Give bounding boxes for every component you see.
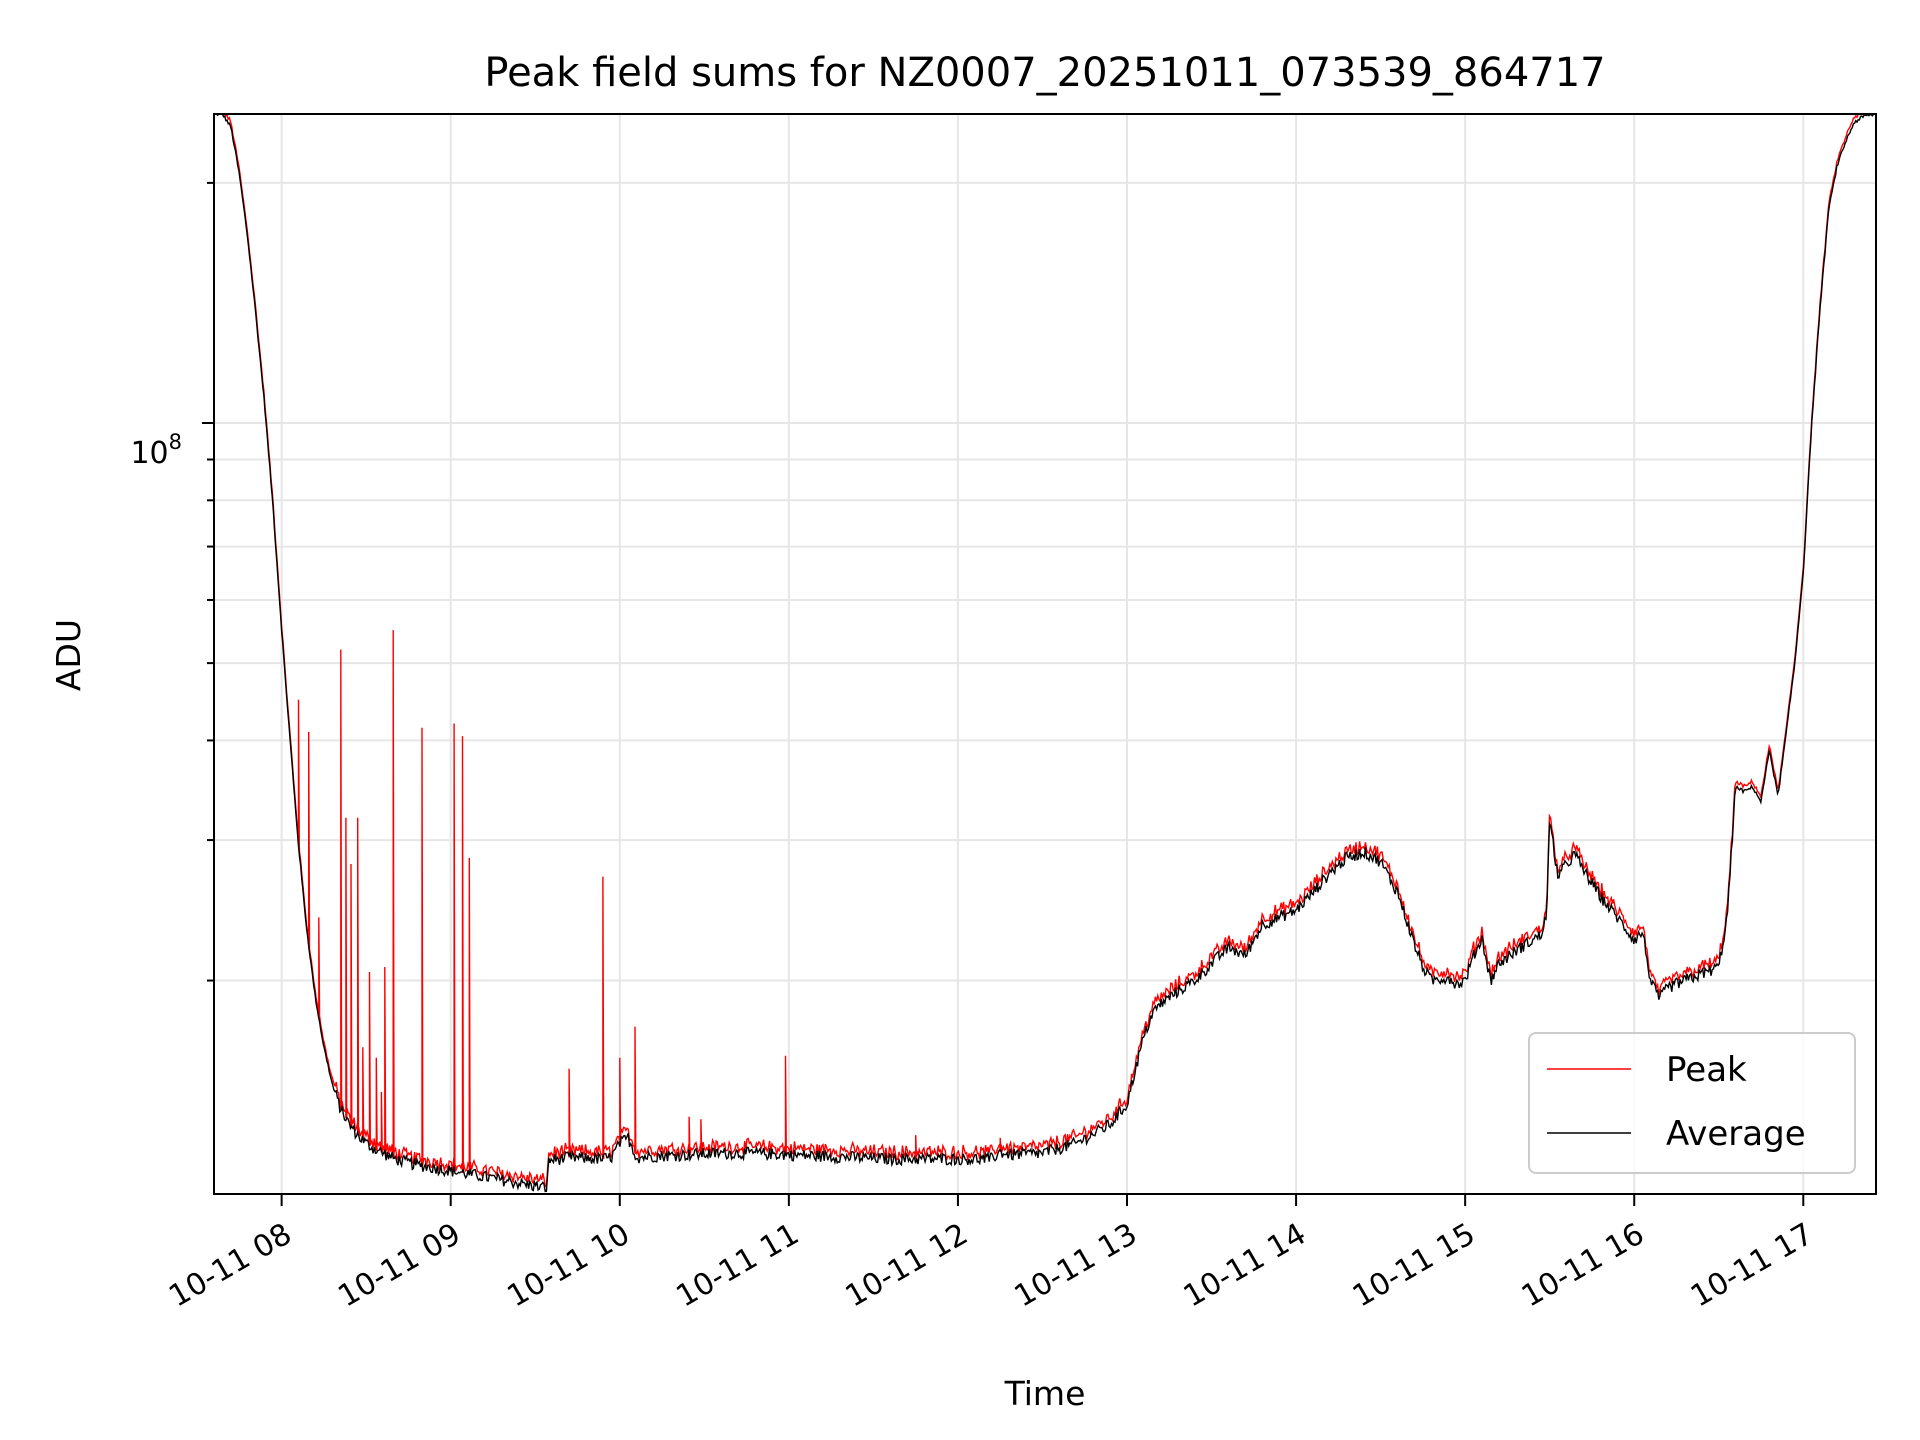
legend: Peak Average <box>1528 1032 1856 1174</box>
y-tick-label-1e8: 108 <box>130 430 182 471</box>
grid <box>214 114 1876 1194</box>
plot-frame <box>213 113 1877 1195</box>
legend-average-label: Average <box>1666 1114 1806 1154</box>
series-group <box>214 114 1876 1193</box>
series-peak-line <box>214 114 1876 1188</box>
plot-area <box>214 114 1876 1193</box>
series-average-line <box>214 114 1876 1193</box>
legend-box <box>1528 1032 1856 1174</box>
legend-peak-label: Peak <box>1666 1050 1747 1090</box>
x-axis-label: Time <box>1004 1374 1086 1413</box>
chart-title: Peak field sums for NZ0007_20251011_0735… <box>484 50 1605 96</box>
y-axis-label: ADU <box>49 619 88 691</box>
